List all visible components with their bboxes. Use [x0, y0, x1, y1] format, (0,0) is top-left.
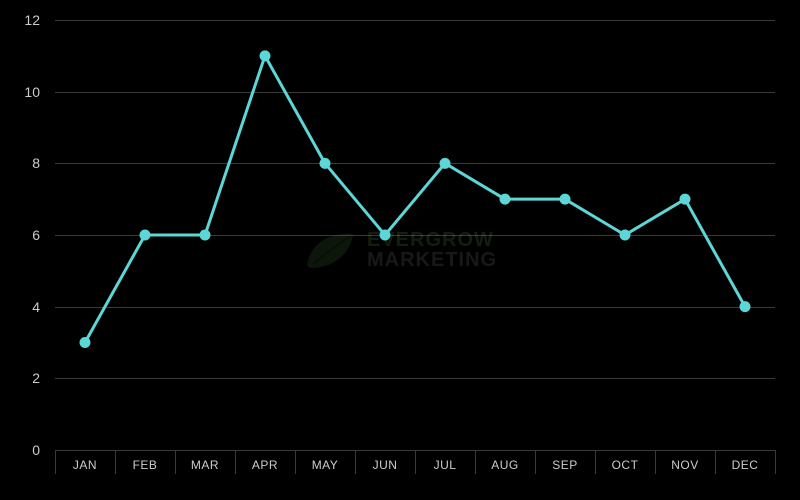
plot-svg — [0, 0, 800, 500]
data-point — [440, 158, 450, 168]
data-point — [680, 194, 690, 204]
data-point — [140, 230, 150, 240]
data-point — [500, 194, 510, 204]
data-point — [620, 230, 630, 240]
series-line — [85, 56, 745, 343]
data-point — [740, 302, 750, 312]
data-point — [320, 158, 330, 168]
data-point — [380, 230, 390, 240]
data-point — [260, 51, 270, 61]
line-chart: 024681012JANFEBMARAPRMAYJUNJULAUGSEPOCTN… — [0, 0, 800, 500]
data-point — [80, 338, 90, 348]
data-point — [200, 230, 210, 240]
data-point — [560, 194, 570, 204]
